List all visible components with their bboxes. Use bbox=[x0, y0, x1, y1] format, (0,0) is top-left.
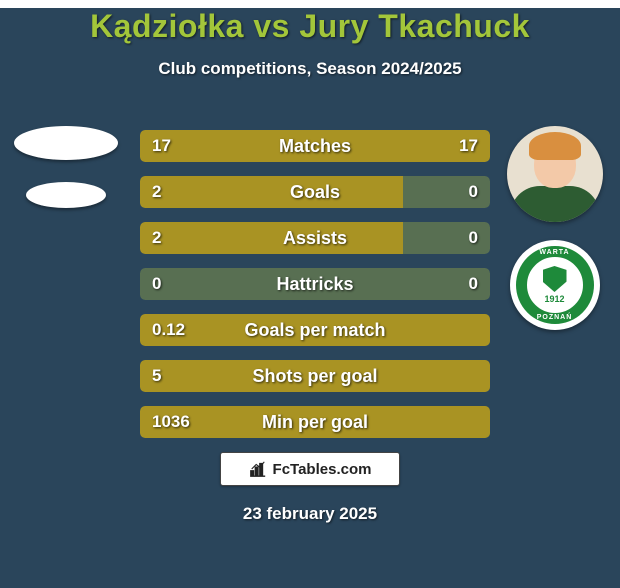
bar-label: Goals bbox=[140, 176, 490, 208]
bar-label: Hattricks bbox=[140, 268, 490, 300]
stat-row: 0.12Goals per match bbox=[140, 314, 490, 346]
brand-chart-icon bbox=[249, 460, 267, 478]
bar-label: Shots per goal bbox=[140, 360, 490, 392]
bar-label: Matches bbox=[140, 130, 490, 162]
page-title: Kądziołka vs Jury Tkachuck bbox=[0, 8, 620, 45]
stat-row: 20Goals bbox=[140, 176, 490, 208]
comparison-card: Kądziołka vs Jury Tkachuck Club competit… bbox=[0, 8, 620, 588]
stat-bars: 1717Matches 20Goals 20Assists 00Hattricks 0.… bbox=[140, 130, 490, 438]
subtitle: Club competitions, Season 2024/2025 bbox=[0, 59, 620, 79]
left-player-column bbox=[8, 126, 123, 208]
bar-label: Assists bbox=[140, 222, 490, 254]
stat-row: 20Assists bbox=[140, 222, 490, 254]
stat-row: 1717Matches bbox=[140, 130, 490, 162]
club-year: 1912 bbox=[544, 294, 564, 304]
club-name-top: WARTA bbox=[539, 249, 569, 256]
left-player-placeholder bbox=[14, 126, 118, 160]
club-shield-icon bbox=[543, 266, 567, 292]
bar-label: Goals per match bbox=[140, 314, 490, 346]
left-club-placeholder bbox=[26, 182, 106, 208]
bar-label: Min per goal bbox=[140, 406, 490, 438]
club-name-side: POZNAŃ bbox=[537, 314, 573, 321]
brand-badge: FcTables.com bbox=[220, 452, 400, 486]
stat-row: 1036Min per goal bbox=[140, 406, 490, 438]
stat-row: 5Shots per goal bbox=[140, 360, 490, 392]
date-text: 23 february 2025 bbox=[0, 504, 620, 524]
stat-row: 00Hattricks bbox=[140, 268, 490, 300]
brand-text: FcTables.com bbox=[273, 461, 372, 478]
right-player-column: WARTA 1912 POZNAŃ bbox=[497, 126, 612, 330]
right-player-photo bbox=[507, 126, 603, 222]
right-club-badge: WARTA 1912 POZNAŃ bbox=[510, 240, 600, 330]
